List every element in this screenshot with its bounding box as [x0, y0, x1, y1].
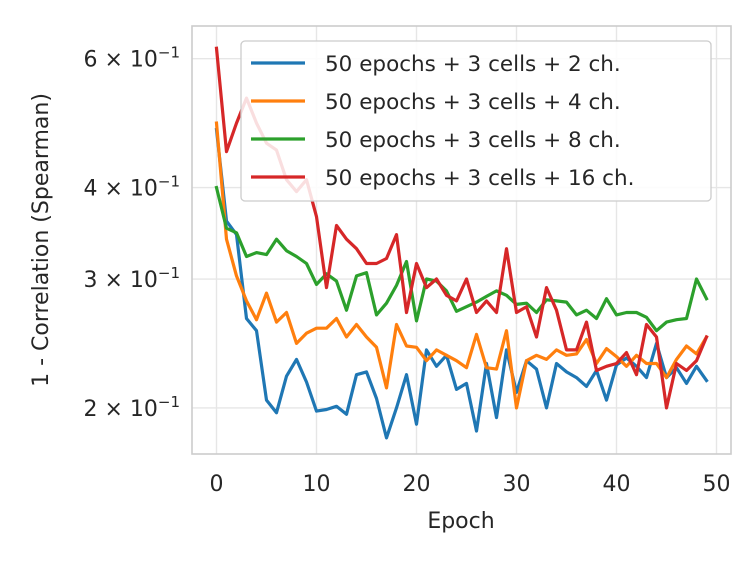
series-line-2	[214, 121, 709, 410]
y-axis-label: 1 - Correlation (Spearman)	[29, 93, 54, 387]
legend-label: 50 epochs + 3 cells + 4 ch.	[325, 90, 621, 115]
x-axis-label: Epoch	[427, 509, 494, 534]
x-axis-ticks: 0 10 20 30 40 50	[210, 472, 731, 497]
legend-label: 50 epochs + 3 cells + 16 ch.	[325, 166, 634, 191]
x-tick-label: 10	[303, 472, 331, 497]
y-tick-label: 2 × 10−1	[83, 393, 180, 422]
legend: 50 epochs + 3 cells + 2 ch. 50 epochs + 3…	[240, 40, 712, 202]
plot-frame	[191, 25, 732, 455]
series-line-3	[214, 185, 709, 333]
legend-label: 50 epochs + 3 cells + 2 ch.	[325, 52, 621, 77]
legend-label: 50 epochs + 3 cells + 8 ch.	[325, 128, 621, 153]
series-lines	[214, 46, 709, 440]
x-tick-label: 20	[403, 472, 431, 497]
legend-box	[240, 40, 712, 202]
x-tick-label: 50	[703, 472, 731, 497]
y-axis-ticks: 2 × 10−1 3 × 10−1 4 × 10−1 6 × 10−1	[83, 44, 180, 422]
y-tick-label: 4 × 10−1	[83, 173, 180, 202]
series-line-1	[214, 127, 709, 440]
x-tick-label: 30	[503, 472, 531, 497]
x-tick-label: 0	[210, 472, 224, 497]
y-tick-label: 3 × 10−1	[83, 264, 180, 293]
x-tick-label: 40	[603, 472, 631, 497]
y-tick-label: 6 × 10−1	[83, 44, 180, 73]
